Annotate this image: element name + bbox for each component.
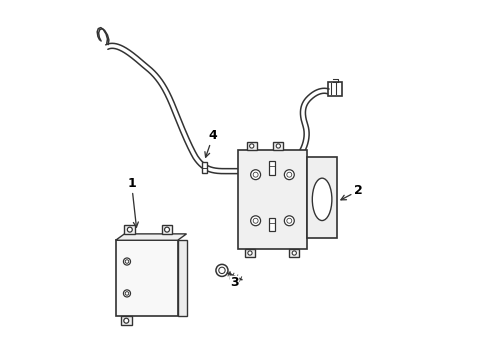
Circle shape bbox=[248, 251, 252, 255]
Circle shape bbox=[216, 264, 228, 276]
Bar bbox=[273, 142, 283, 150]
Bar bbox=[247, 142, 257, 150]
Circle shape bbox=[276, 144, 280, 148]
Bar bbox=[238, 150, 307, 249]
Polygon shape bbox=[116, 234, 187, 240]
Bar bbox=[270, 218, 275, 231]
Bar bbox=[328, 82, 342, 96]
Bar bbox=[121, 316, 132, 325]
Circle shape bbox=[249, 144, 254, 148]
Bar bbox=[116, 240, 178, 316]
Bar bbox=[124, 225, 135, 234]
Bar bbox=[270, 161, 275, 175]
Text: 4: 4 bbox=[205, 129, 218, 157]
Bar bbox=[202, 162, 207, 173]
Bar bbox=[289, 249, 299, 257]
Circle shape bbox=[123, 258, 130, 265]
Circle shape bbox=[123, 290, 130, 297]
Circle shape bbox=[284, 216, 294, 226]
Text: 1: 1 bbox=[127, 177, 138, 227]
Circle shape bbox=[124, 318, 129, 323]
Ellipse shape bbox=[312, 178, 332, 221]
Circle shape bbox=[284, 170, 294, 180]
Circle shape bbox=[292, 251, 296, 255]
Circle shape bbox=[127, 227, 132, 232]
Text: 3: 3 bbox=[230, 273, 239, 289]
Text: 2: 2 bbox=[341, 184, 363, 200]
Circle shape bbox=[251, 170, 261, 180]
Circle shape bbox=[165, 227, 170, 232]
Circle shape bbox=[251, 216, 261, 226]
Polygon shape bbox=[178, 240, 187, 316]
Bar bbox=[245, 249, 255, 257]
Bar bbox=[307, 157, 337, 238]
Bar bbox=[162, 225, 172, 234]
